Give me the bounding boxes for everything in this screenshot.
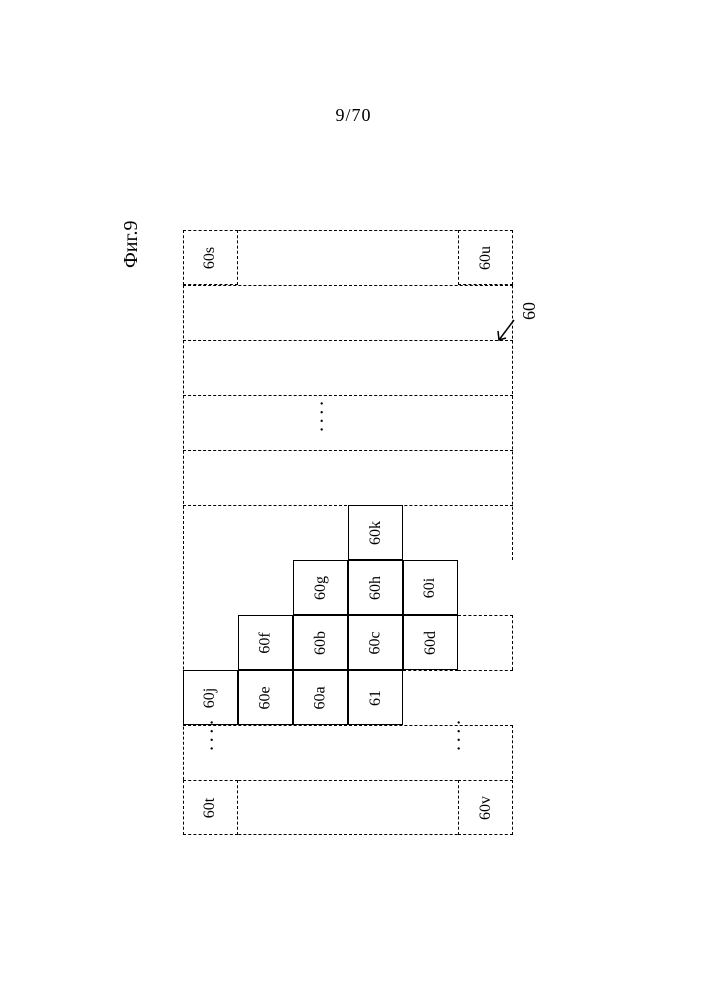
cell-60a-label: 60a <box>311 686 329 709</box>
cell-60g-label: 60g <box>312 576 330 600</box>
cell-60t-label: 60t <box>201 797 219 817</box>
cell-60h-label: 60h <box>367 576 385 600</box>
vdots-bottom-right: ···· <box>446 709 469 764</box>
vdots-center: ···· <box>309 390 332 445</box>
cell-60d: 60d <box>403 615 458 670</box>
dashed-band-r1 <box>183 285 513 286</box>
vdots-bottom-left: ···· <box>199 709 222 764</box>
cell-60k: 60k <box>348 505 403 560</box>
dashed-seg-r7c5-top <box>458 615 513 616</box>
cell-60e: 60e <box>238 670 293 725</box>
dashed-seg-r8c5-top <box>458 670 513 671</box>
cell-60u-label: 60u <box>477 246 495 270</box>
cell-60b-label: 60b <box>312 631 330 655</box>
cell-60v-label: 60v <box>477 796 495 820</box>
cell-60f-label: 60f <box>256 632 274 653</box>
cell-60c: 60c <box>348 615 403 670</box>
cell-60v: 60v <box>458 780 513 835</box>
cell-60e-label: 60e <box>256 686 274 709</box>
cell-60a: 60a <box>293 670 348 725</box>
dashed-band-r2 <box>183 340 513 341</box>
dashed-seg-r8-right <box>512 615 513 670</box>
cell-60i-label: 60i <box>421 577 439 597</box>
diagram-60: 60s 60t 60u 60v 60k 60g 60h 60i 60f 60b … <box>183 230 513 835</box>
cell-60b: 60b <box>293 615 348 670</box>
cell-60k-label: 60k <box>367 521 385 545</box>
cell-60t: 60t <box>183 780 238 835</box>
cell-61-label: 61 <box>367 690 385 706</box>
cell-60f: 60f <box>238 615 293 670</box>
cell-60h: 60h <box>348 560 403 615</box>
frame-left <box>183 230 184 835</box>
dashed-seg-r8c34-top <box>403 670 458 671</box>
dashed-band-r4 <box>183 450 513 451</box>
cell-60i: 60i <box>403 560 458 615</box>
dashed-band-r3 <box>183 395 513 396</box>
cell-60g: 60g <box>293 560 348 615</box>
cell-60j-label: 60j <box>201 687 219 707</box>
cell-60u: 60u <box>458 230 513 285</box>
cell-61: 61 <box>348 670 403 725</box>
cell-60s: 60s <box>183 230 238 285</box>
cell-60s-label: 60s <box>201 246 219 268</box>
cell-60d-label: 60d <box>422 631 440 655</box>
cell-60c-label: 60c <box>366 631 384 654</box>
